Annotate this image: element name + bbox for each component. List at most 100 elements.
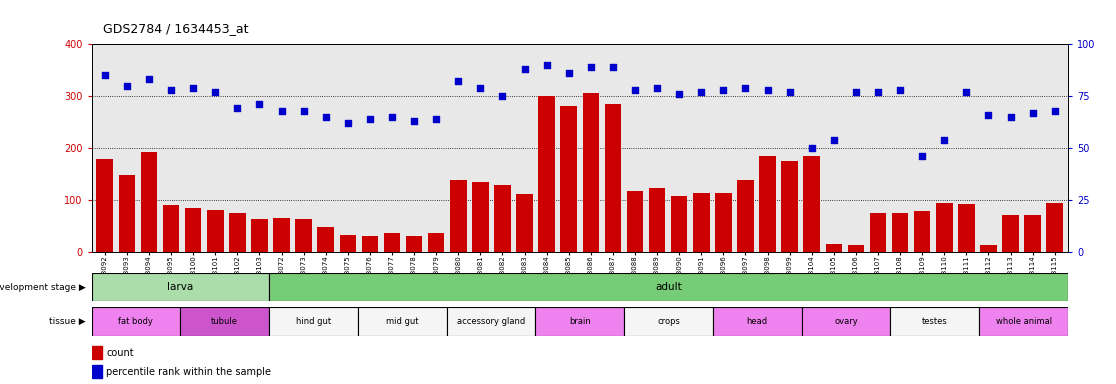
Bar [801,307,891,336]
Point [847,89,865,95]
Bar [92,307,181,336]
Bar [206,210,223,252]
Bar [229,213,246,252]
Bar [1047,203,1064,252]
Bar [892,213,908,252]
Text: testes: testes [922,317,947,326]
Text: fat body: fat body [118,317,153,326]
Point [272,108,290,114]
Point [892,87,910,93]
Bar [92,346,102,359]
Text: accessory gland: accessory gland [456,317,526,326]
Text: larva: larva [167,282,193,292]
Bar [627,191,643,252]
Point [493,93,511,99]
Bar [92,365,102,378]
Bar [560,106,577,252]
Bar [826,244,843,252]
Bar [163,205,180,252]
Text: mid gut: mid gut [386,317,418,326]
Bar [358,307,446,336]
Point [869,89,887,95]
Bar [848,245,864,252]
Bar [185,208,201,252]
Point [516,66,533,72]
Bar [648,188,665,252]
Point [140,76,157,83]
Point [560,70,578,76]
Bar [738,180,753,252]
Point [825,136,843,142]
Text: crops: crops [657,317,680,326]
Point [118,83,136,89]
Point [295,108,312,114]
Point [1046,108,1064,114]
Point [935,136,953,142]
Point [450,78,468,84]
Text: whole animal: whole animal [995,317,1051,326]
Text: ovary: ovary [834,317,858,326]
Point [802,145,820,151]
Bar [273,218,290,252]
Point [471,84,489,91]
Bar [624,307,713,336]
Bar [583,93,599,252]
Bar [891,307,979,336]
Text: GDS2784 / 1634453_at: GDS2784 / 1634453_at [103,22,248,35]
Text: head: head [747,317,768,326]
Point [96,72,114,78]
Bar [804,156,820,252]
Point [317,114,335,120]
Point [1002,114,1020,120]
Bar [538,96,555,252]
Point [913,153,931,159]
Point [581,64,599,70]
Bar [96,159,113,252]
Text: percentile rank within the sample: percentile rank within the sample [106,367,271,377]
Bar [450,180,466,252]
Bar [92,273,269,301]
Text: hind gut: hind gut [296,317,331,326]
Bar [517,195,532,252]
Point [604,64,622,70]
Point [759,87,777,93]
Point [184,84,202,91]
Bar [536,307,624,336]
Text: tissue ▶: tissue ▶ [49,317,86,326]
Point [958,89,975,95]
Point [1023,109,1041,116]
Bar [181,307,269,336]
Point [714,87,732,93]
Bar [1002,215,1019,252]
Text: brain: brain [569,317,590,326]
Bar [715,194,732,252]
Bar [759,156,776,252]
Point [737,84,754,91]
Point [692,89,710,95]
Bar [339,235,356,252]
Bar [251,219,268,252]
Bar [269,307,358,336]
Point [648,84,666,91]
Bar [979,307,1068,336]
Bar [494,185,511,252]
Point [427,116,445,122]
Bar [362,236,378,252]
Bar [141,152,157,252]
Point [538,62,556,68]
Point [250,101,268,108]
Text: tubule: tubule [211,317,238,326]
Bar [1024,215,1041,252]
Point [162,87,180,93]
Bar [693,194,710,252]
Bar [118,175,135,252]
Text: count: count [106,348,134,358]
Bar [959,204,974,252]
Point [781,89,799,95]
Point [626,87,644,93]
Bar [713,307,801,336]
Bar [427,233,444,252]
Bar [472,182,489,252]
Bar [869,213,886,252]
Text: development stage ▶: development stage ▶ [0,283,86,291]
